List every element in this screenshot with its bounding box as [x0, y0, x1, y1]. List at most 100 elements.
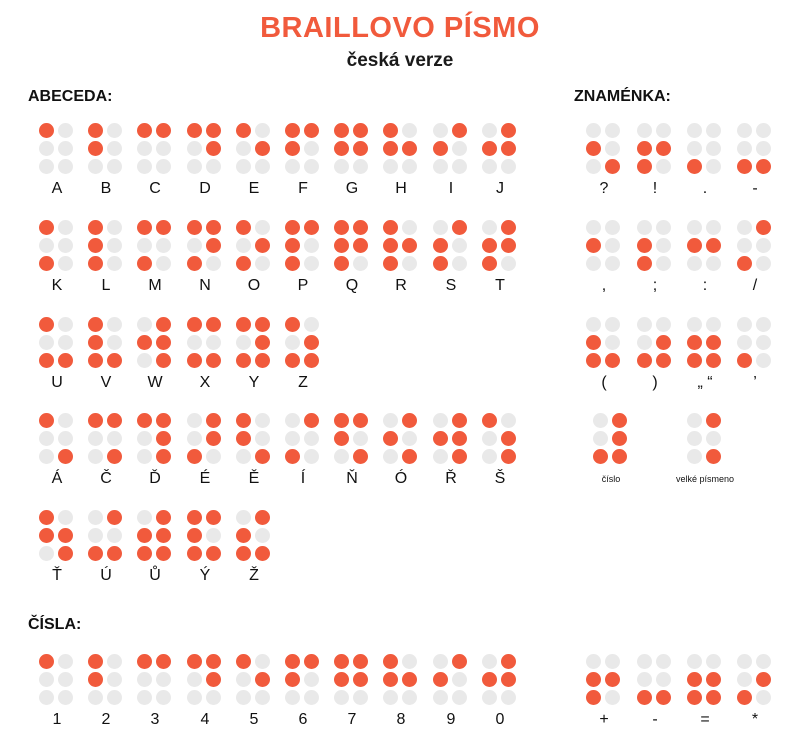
braille-dot-flat [206, 256, 221, 271]
braille-cell-label: W [147, 374, 163, 391]
braille-dot-flat [756, 654, 771, 669]
braille-dot-flat [756, 238, 771, 253]
braille-dot-raised [637, 690, 652, 705]
braille-cell-label: , [601, 277, 607, 294]
braille-dot-flat [88, 528, 103, 543]
braille-dot-flat [206, 528, 221, 543]
braille-dot-flat [137, 141, 152, 156]
braille-letter-cell: Č [88, 413, 124, 487]
page-subtitle: česká verze [346, 50, 454, 71]
braille-dot-raised [334, 220, 349, 235]
braille-cell-label: 7 [347, 711, 357, 728]
braille-dot-raised [39, 510, 54, 525]
braille-dot-raised [304, 335, 319, 350]
braille-dot-flat [433, 123, 448, 138]
braille-cell-label: - [652, 711, 658, 728]
braille-dot-flat [637, 123, 652, 138]
braille-dot-flat [482, 654, 497, 669]
braille-dot-raised [156, 335, 171, 350]
braille-dot-flat [383, 413, 398, 428]
braille-dot-raised [687, 690, 702, 705]
braille-dot-raised [353, 654, 368, 669]
braille-dot-raised [285, 141, 300, 156]
braille-dot-flat [706, 654, 721, 669]
braille-dot-flat [687, 123, 702, 138]
braille-dot-raised [756, 672, 771, 687]
braille-dot-raised [88, 353, 103, 368]
braille-sign-cell: / [737, 220, 773, 294]
braille-dot-raised [304, 123, 319, 138]
braille-dot-raised [206, 672, 221, 687]
braille-dot-flat [88, 449, 103, 464]
braille-dot-flat [482, 123, 497, 138]
braille-dot-flat [402, 256, 417, 271]
braille-dot-flat [656, 256, 671, 271]
braille-dot-flat [605, 220, 620, 235]
braille-dot-flat [687, 141, 702, 156]
braille-dot-raised [656, 335, 671, 350]
braille-dot-raised [737, 690, 752, 705]
braille-dot-flat [236, 510, 251, 525]
braille-letter-cell: Z [285, 317, 321, 391]
braille-dot-raised [402, 141, 417, 156]
braille-dot-raised [402, 449, 417, 464]
braille-dot-flat [187, 413, 202, 428]
braille-letter-cell: L [88, 220, 124, 294]
braille-dot-raised [88, 654, 103, 669]
braille-dot-flat [255, 654, 270, 669]
braille-dot-flat [187, 238, 202, 253]
braille-cell-label: I [448, 180, 454, 197]
braille-dot-flat [255, 256, 270, 271]
braille-cell-label: E [248, 180, 260, 197]
braille-dot-raised [756, 220, 771, 235]
braille-dot-flat [39, 141, 54, 156]
braille-dot-flat [304, 672, 319, 687]
braille-dot-flat [156, 672, 171, 687]
braille-dot-raised [88, 317, 103, 332]
braille-dot-flat [452, 159, 467, 174]
braille-dot-raised [236, 546, 251, 561]
braille-dot-flat [187, 431, 202, 446]
braille-dot-raised [687, 672, 702, 687]
braille-cell-label: 3 [150, 711, 160, 728]
braille-dot-flat [402, 690, 417, 705]
braille-dot-raised [383, 654, 398, 669]
braille-dot-raised [433, 256, 448, 271]
braille-dot-flat [756, 690, 771, 705]
braille-dot-flat [304, 449, 319, 464]
braille-letter-cell: Á [39, 413, 75, 487]
braille-letter-cell: R [383, 220, 419, 294]
braille-dot-flat [58, 238, 73, 253]
braille-dot-flat [605, 335, 620, 350]
braille-dot-flat [482, 449, 497, 464]
braille-dot-flat [737, 672, 752, 687]
braille-dot-flat [58, 690, 73, 705]
braille-dot-raised [137, 546, 152, 561]
braille-dot-raised [586, 353, 601, 368]
braille-letter-cell: H [383, 123, 419, 197]
braille-dot-raised [501, 654, 516, 669]
braille-dot-flat [593, 413, 608, 428]
braille-cell-label: ; [652, 277, 658, 294]
braille-cell-label: Ň [346, 470, 358, 487]
braille-dot-flat [687, 413, 702, 428]
braille-cell-label: ( [601, 374, 607, 391]
braille-dot-flat [353, 431, 368, 446]
braille-dot-raised [706, 335, 721, 350]
braille-cell-label: T [495, 277, 505, 294]
braille-dot-raised [187, 449, 202, 464]
braille-dot-raised [206, 353, 221, 368]
braille-dot-flat [687, 449, 702, 464]
braille-dot-flat [304, 141, 319, 156]
braille-dot-raised [88, 220, 103, 235]
braille-cell-label: Ž [249, 567, 259, 584]
braille-cell-label: S [445, 277, 457, 294]
braille-dot-raised [402, 238, 417, 253]
braille-dot-raised [304, 353, 319, 368]
braille-dot-flat [637, 317, 652, 332]
braille-dot-raised [236, 353, 251, 368]
braille-dot-flat [706, 256, 721, 271]
braille-dot-flat [88, 431, 103, 446]
braille-dot-raised [187, 528, 202, 543]
braille-dot-flat [605, 690, 620, 705]
